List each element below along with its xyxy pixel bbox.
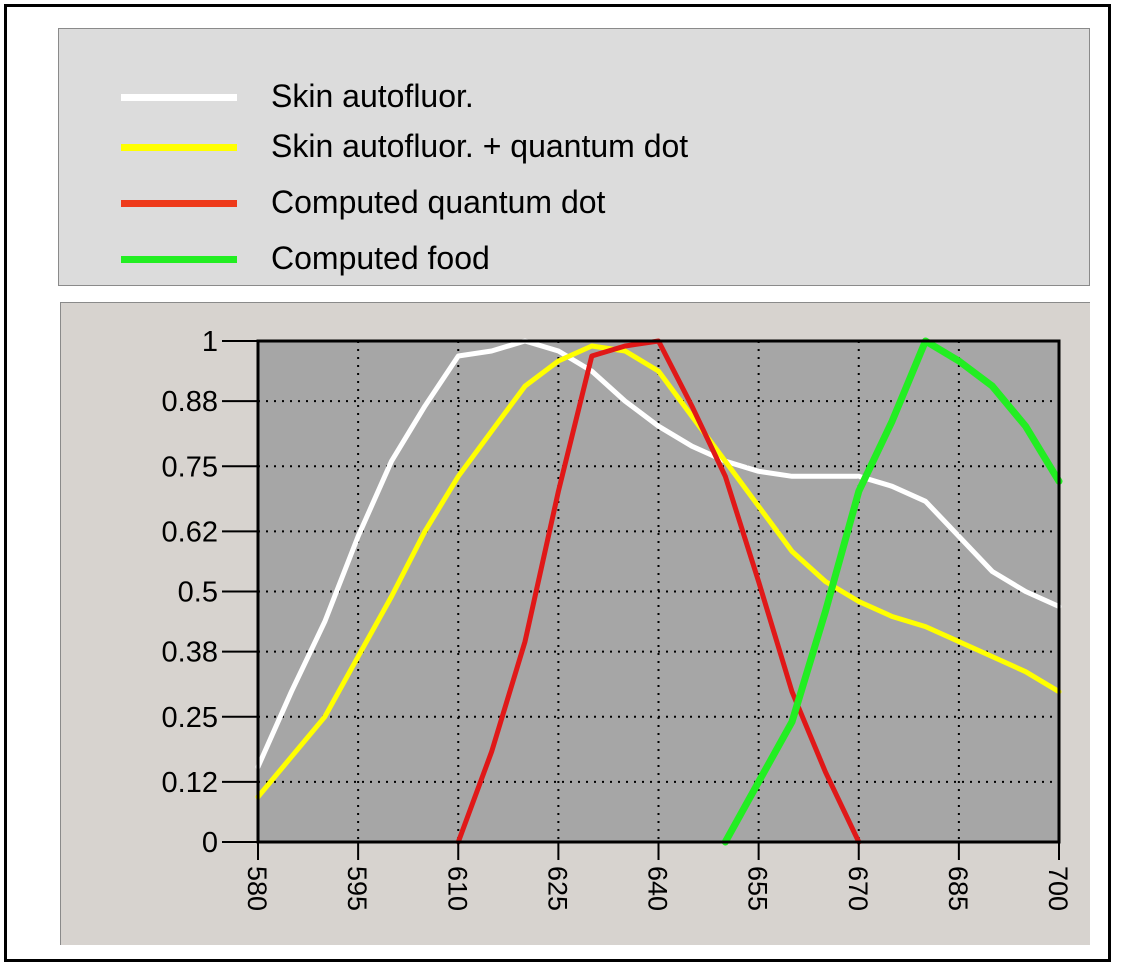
x-tick-label: 580 xyxy=(242,866,272,911)
x-tick-label: 595 xyxy=(342,866,372,911)
y-tick-label: 0.38 xyxy=(162,637,218,669)
x-tick-label: 640 xyxy=(643,866,673,911)
y-tick-label: 1 xyxy=(202,326,218,358)
y-tick-label: 0.62 xyxy=(162,516,218,548)
legend-panel: Skin autofluor. Skin autofluor. + quantu… xyxy=(58,28,1090,286)
legend-swatch-skin-autofluor-quantum-dot xyxy=(121,144,237,151)
x-tick-label: 685 xyxy=(943,866,973,911)
y-tick-label: 0.88 xyxy=(162,386,218,418)
y-tick-label: 0.12 xyxy=(162,767,218,799)
axes: 0 0.12 0.25 0.38 0.5 0.62 0.75 0.88 1 580 595 610 62… xyxy=(162,326,1073,911)
series-line-skin-autofluor xyxy=(255,338,1062,770)
legend-label-computed-quantum-dot: Computed quantum dot xyxy=(271,184,606,220)
legend-label-computed-food: Computed food xyxy=(271,240,490,276)
plot-border xyxy=(256,339,1061,844)
legend-item-computed-food: Computed food xyxy=(59,239,1089,279)
legend-item-skin-autofluor-quantum-dot: Skin autofluor. + quantum dot xyxy=(59,127,1089,167)
legend-swatch-computed-quantum-dot xyxy=(121,200,237,207)
x-tick-label: 700 xyxy=(1043,866,1073,911)
legend-item-computed-quantum-dot: Computed quantum dot xyxy=(59,183,1089,223)
y-tick-label: 0.25 xyxy=(162,702,218,734)
x-tick-label: 655 xyxy=(743,866,773,911)
legend-label-skin-autofluor: Skin autofluor. xyxy=(271,78,474,114)
x-tick-label: 625 xyxy=(542,866,572,911)
legend-swatch-skin-autofluor xyxy=(121,94,237,101)
x-tick-label: 670 xyxy=(843,866,873,911)
y-tick-label: 0 xyxy=(202,827,218,859)
y-tick-label: 0.5 xyxy=(178,577,218,609)
legend-item-skin-autofluor: Skin autofluor. xyxy=(59,77,1089,117)
legend-label-skin-autofluor-quantum-dot: Skin autofluor. + quantum dot xyxy=(271,128,689,164)
y-tick-label: 0.75 xyxy=(162,451,218,483)
series-line-computed-food xyxy=(721,337,1063,846)
series-line-skin-autofluor-quantum-dot xyxy=(255,343,1062,800)
legend-swatch-computed-food xyxy=(121,256,237,263)
x-tick-label: 610 xyxy=(442,866,472,911)
